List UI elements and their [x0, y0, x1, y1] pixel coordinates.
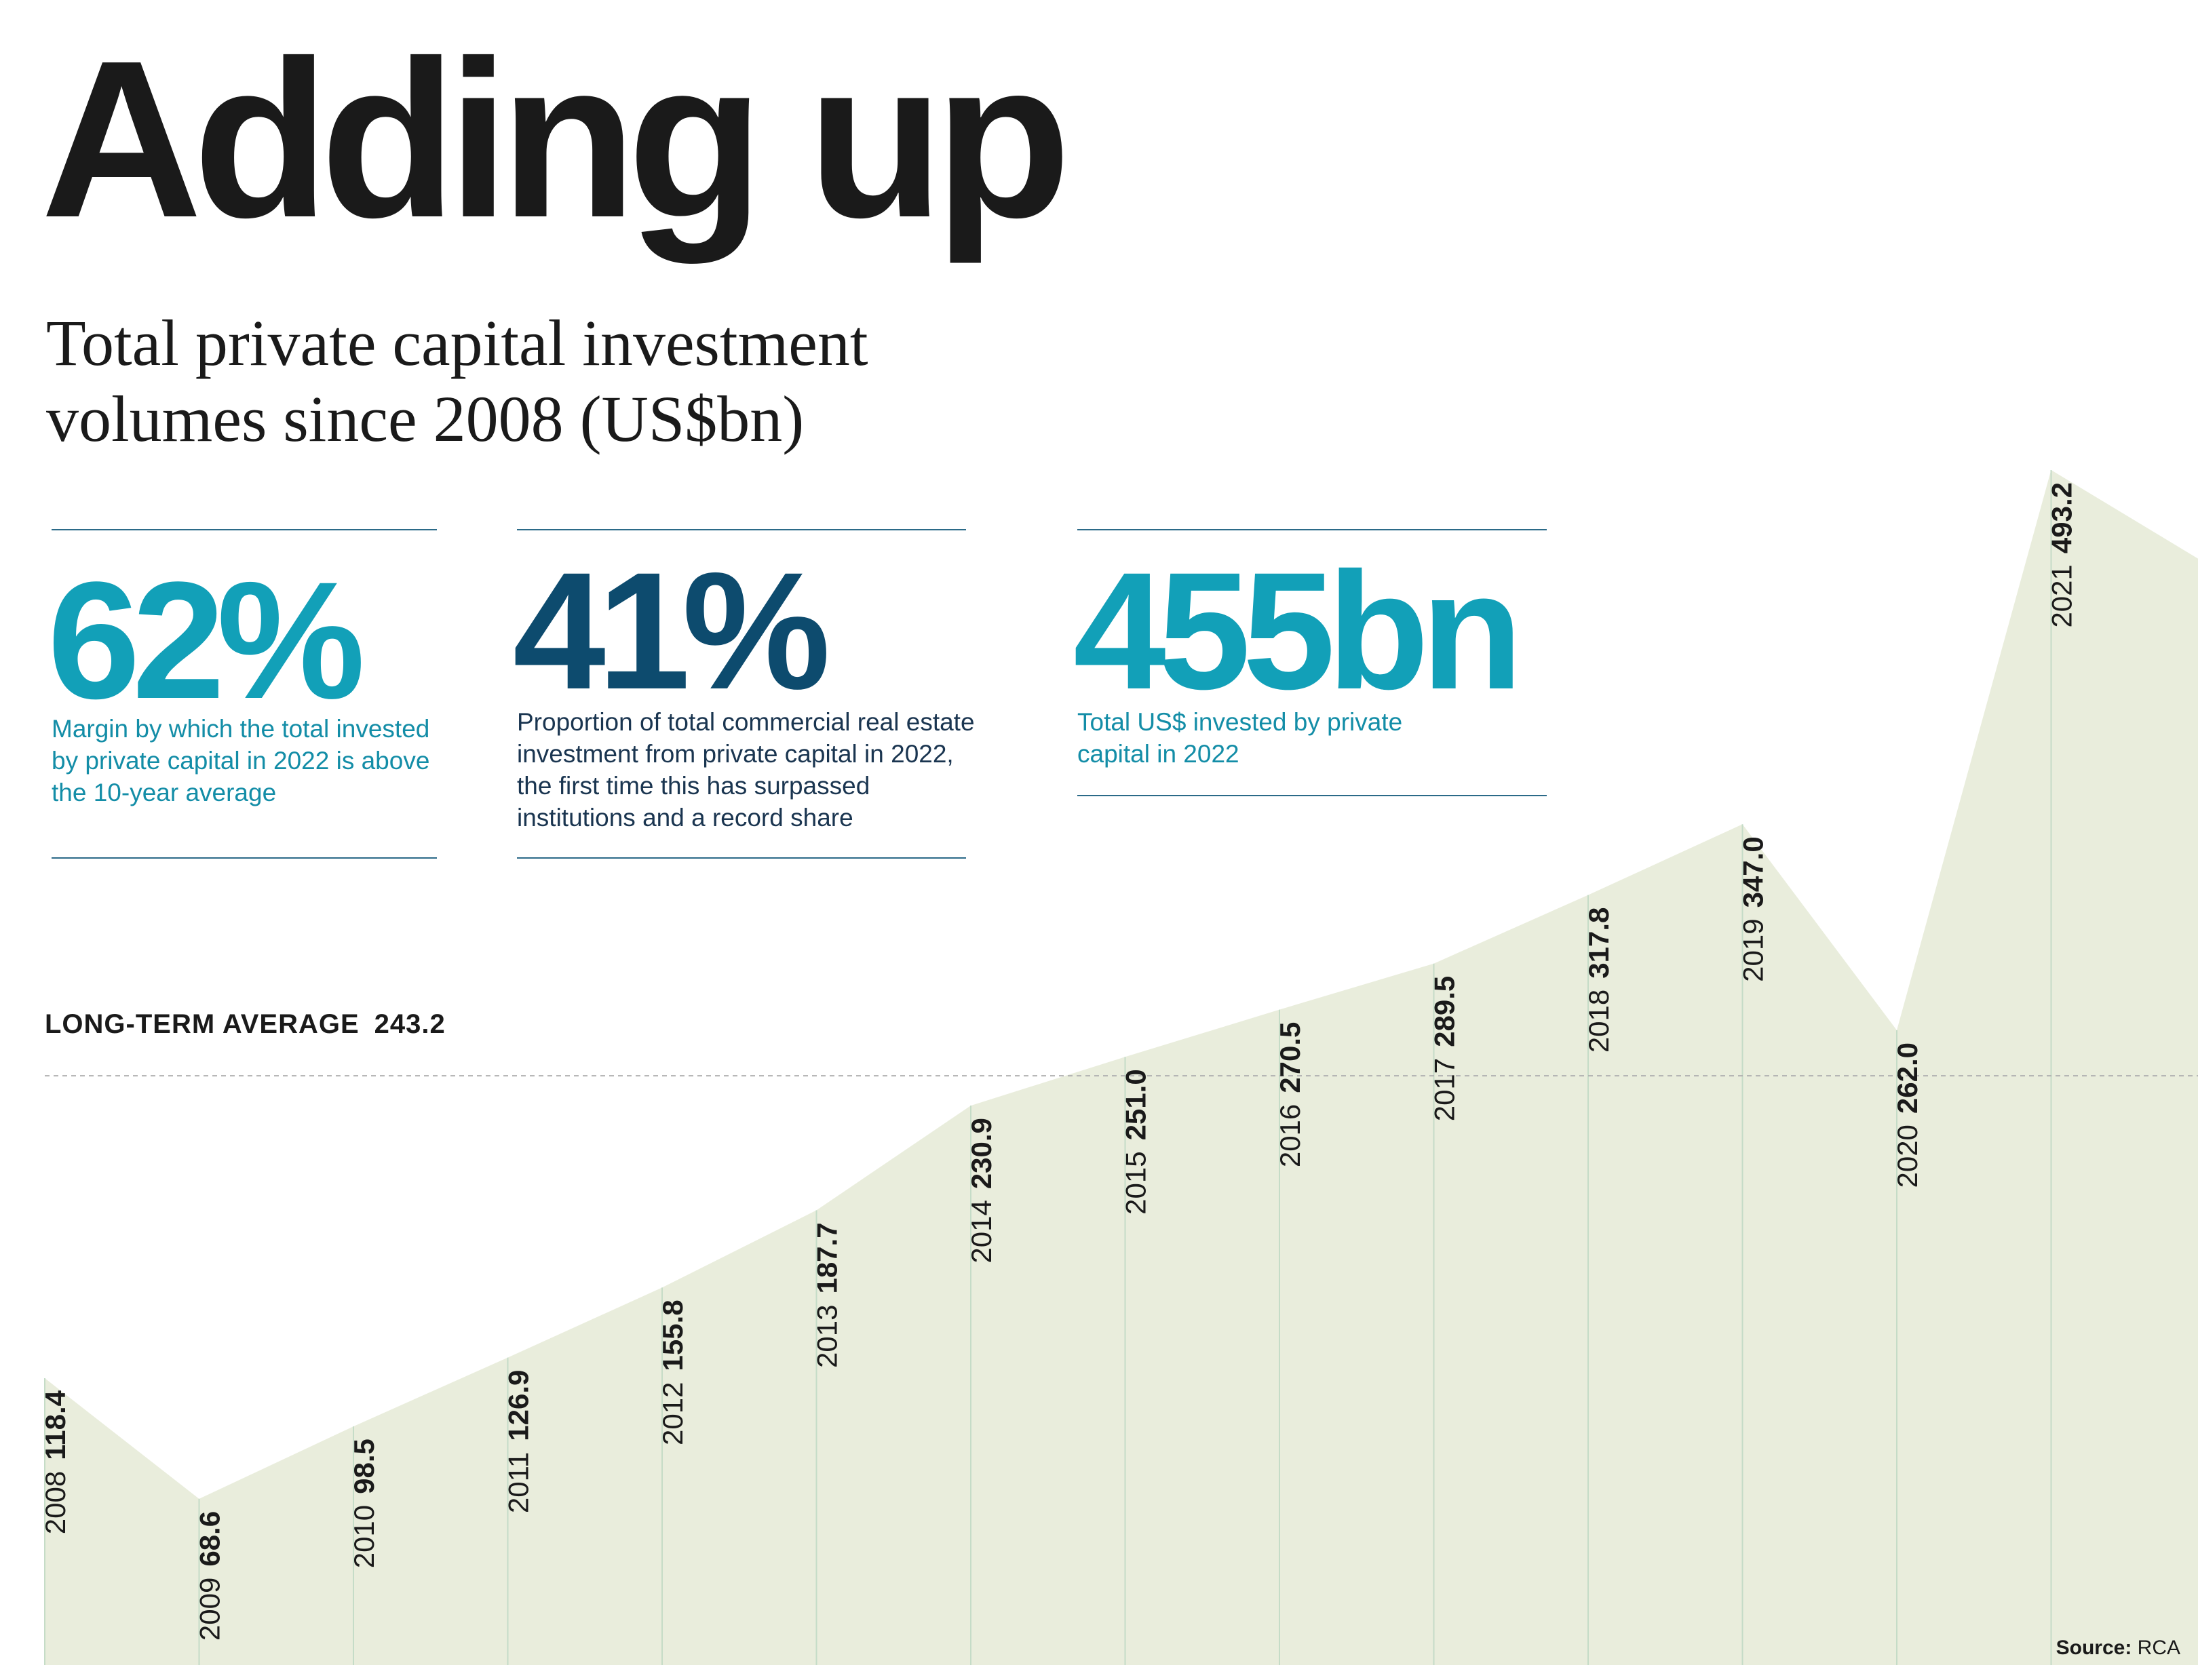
stat-value: 41%	[513, 538, 830, 724]
area-fill	[45, 470, 2198, 1665]
year-label: 2013	[811, 1305, 843, 1368]
stat-rule-bottom	[517, 857, 966, 859]
year-label: 2016	[1274, 1104, 1306, 1167]
value-label: 68.6	[194, 1511, 226, 1567]
data-label-2020: 2020 262.0	[1891, 1042, 1923, 1188]
year-label: 2015	[1120, 1151, 1152, 1214]
value-label: 155.8	[657, 1300, 689, 1371]
stat-rule-top	[1077, 529, 1547, 530]
value-label: 251.0	[1120, 1069, 1152, 1140]
data-label-2019: 2019 347.0	[1737, 836, 1769, 982]
year-label: 2020	[1891, 1125, 1923, 1188]
data-label-2012: 2012 155.8	[657, 1300, 689, 1445]
stat-rule-top	[517, 529, 966, 530]
value-label: 187.7	[811, 1222, 843, 1293]
data-label-2016: 2016 270.5	[1274, 1022, 1306, 1168]
data-label-2015: 2015 251.0	[1120, 1069, 1152, 1215]
value-label: 126.9	[503, 1370, 535, 1441]
value-label: 98.5	[348, 1439, 380, 1494]
year-label: 2021	[2046, 564, 2078, 627]
stat-block-proportion: 41% Proportion of total commercial real …	[513, 529, 975, 859]
source-value: RCA	[2137, 1637, 2180, 1659]
data-label-2014: 2014 230.9	[965, 1118, 997, 1264]
stat-rule-bottom	[52, 857, 437, 859]
source-label: Source:	[2056, 1637, 2132, 1659]
year-label: 2018	[1583, 990, 1615, 1053]
year-label: 2011	[503, 1452, 535, 1513]
year-label: 2010	[348, 1505, 380, 1568]
average-label-text: LONG-TERM AVERAGE	[45, 1009, 360, 1039]
stat-rule-bottom	[1077, 795, 1547, 796]
stat-description: Margin by which the total invested by pr…	[52, 715, 430, 806]
year-label: 2019	[1737, 918, 1769, 981]
year-label: 2008	[39, 1471, 71, 1534]
data-labels: 2008 118.4 2009 68.6 2010 98.5 2011 126.9 2012 15…	[39, 482, 2078, 1641]
average-label: LONG-TERM AVERAGE 243.2	[45, 1009, 446, 1040]
year-label: 2012	[657, 1382, 689, 1445]
data-label-2018: 2018 317.8	[1583, 907, 1615, 1053]
data-label-2017: 2017 289.5	[1429, 976, 1461, 1122]
data-label-2009: 2009 68.6	[194, 1511, 226, 1641]
data-label-2008: 2008 118.4	[39, 1390, 71, 1534]
chart-subtitle: Total private capital investment volumes…	[46, 307, 868, 456]
data-label-2013: 2013 187.7	[811, 1222, 843, 1368]
stat-value: 455bn	[1073, 538, 1523, 724]
data-label-2010: 2010 98.5	[348, 1439, 380, 1568]
data-label-2011: 2011 126.9	[503, 1370, 535, 1513]
average-value: 243.2	[374, 1009, 446, 1039]
value-label: 270.5	[1274, 1022, 1306, 1093]
year-label: 2014	[965, 1200, 997, 1263]
value-label: 262.0	[1891, 1042, 1923, 1114]
year-label: 2009	[194, 1578, 226, 1641]
stat-rule-top	[52, 529, 437, 530]
data-label-2021: 2021 493.2	[2046, 482, 2078, 628]
stat-description: Proportion of total commercial real esta…	[517, 708, 975, 832]
value-label: 317.8	[1583, 907, 1615, 979]
year-gridlines	[44, 470, 2052, 1665]
value-label: 230.9	[965, 1118, 997, 1189]
stat-description: Total US$ invested by private capital in…	[1077, 708, 1403, 768]
value-label: 289.5	[1429, 976, 1461, 1047]
year-label: 2017	[1429, 1058, 1461, 1121]
stat-block-margin: 62% Margin by which the total invested b…	[47, 529, 437, 859]
value-label: 493.2	[2046, 482, 2078, 553]
source-note: Source: RCA	[2056, 1637, 2180, 1660]
value-label: 118.4	[39, 1390, 71, 1460]
stat-value: 62%	[47, 547, 365, 734]
stat-block-total: 455bn Total US$ invested by private capi…	[1073, 529, 1547, 798]
page-title: Adding up	[41, 14, 1071, 264]
value-label: 347.0	[1737, 836, 1769, 907]
